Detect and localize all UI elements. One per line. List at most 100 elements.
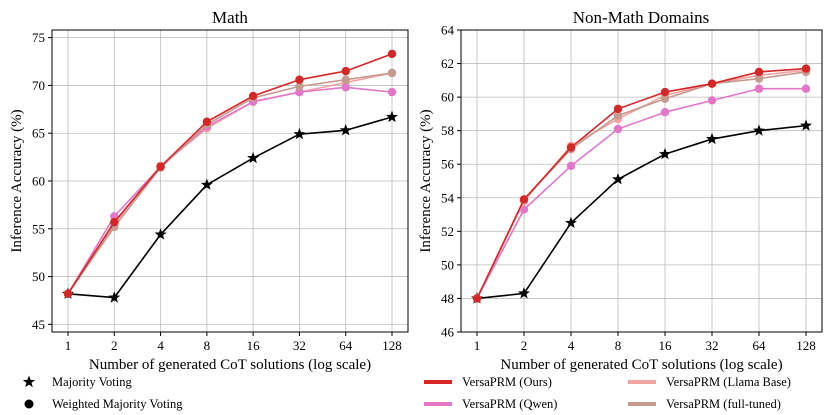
y-tick-label: 58 (441, 123, 454, 138)
series-line (67, 53, 393, 295)
y-tick-label: 64 (441, 23, 455, 38)
y-tick-label: 60 (32, 174, 45, 189)
data-point (566, 161, 576, 171)
x-tick-label: 4 (568, 338, 575, 353)
x-tick-label: 32 (293, 338, 306, 353)
series-line (67, 116, 393, 299)
series-line (67, 72, 393, 295)
plot-frame (460, 29, 823, 333)
data-point (519, 195, 529, 204)
x-tick-label: 128 (796, 338, 816, 353)
y-tick-label: 65 (32, 126, 45, 141)
x-tick-label: 1 (65, 338, 72, 353)
x-tick-label: 2 (521, 338, 528, 353)
data-point (63, 289, 73, 298)
x-tick-label: 32 (706, 338, 719, 353)
y-tick-label: 48 (441, 291, 454, 306)
data-point (660, 108, 670, 117)
x-tick-label: 16 (247, 338, 261, 353)
data-point-star (386, 110, 398, 123)
data-point-star (565, 216, 577, 229)
data-point-star (518, 287, 530, 299)
legend: Majority Voting Weighted Majority Voting… (22, 375, 791, 411)
series-versaprm-llama-base (472, 66, 811, 303)
data-point (248, 91, 258, 101)
data-point (613, 104, 623, 114)
data-point (387, 68, 397, 78)
series-line (476, 124, 807, 300)
data-point-star (339, 124, 352, 136)
data-point (295, 75, 304, 84)
y-tick-label: 70 (32, 78, 45, 93)
legend-star-icon (22, 375, 36, 388)
data-point (341, 66, 350, 76)
legend-label-weighted-majority-voting: Weighted Majority Voting (52, 397, 183, 411)
data-point (801, 64, 811, 73)
x-tick-label: 128 (382, 338, 402, 353)
y-tick-label: 50 (32, 269, 45, 284)
legend-label-versaprm-full-tuned: VersaPRM (full-tuned) (666, 397, 781, 411)
data-point (613, 111, 623, 120)
data-point (110, 217, 119, 227)
y-tick-label: 62 (441, 56, 454, 71)
legend-label-versaprm-ours: VersaPRM (Ours) (462, 375, 552, 389)
x-tick-label: 1 (474, 338, 481, 353)
x-axis-label: Number of generated CoT solutions (log s… (500, 357, 782, 373)
y-tick-label: 56 (441, 157, 455, 172)
legend-circle-icon (24, 399, 34, 409)
y-tick-label: 60 (441, 90, 454, 105)
data-point (295, 82, 304, 91)
y-tick-label: 46 (441, 325, 455, 340)
data-point-star (293, 127, 306, 140)
y-tick-label: 54 (441, 190, 455, 205)
y-axis-label: Inference Accuracy (%) (9, 109, 25, 252)
data-point (156, 162, 165, 171)
data-point (660, 87, 670, 97)
series-versaprm-full-tuned (472, 67, 811, 303)
y-tick-label: 75 (32, 30, 45, 45)
chart-panel-math: 45 50 55 60 65 70 75 1 2 4 8 16 32 64 128 Math Number of… (9, 8, 409, 373)
series-line (476, 67, 807, 299)
x-tick-label: 64 (753, 338, 767, 353)
series-majority-voting (62, 110, 398, 303)
data-point-star (108, 291, 121, 303)
series-line (476, 69, 807, 299)
series-line (67, 86, 393, 295)
data-point (660, 94, 670, 103)
series-versaprm-qwen (472, 84, 811, 303)
series-versaprm-full-tuned (63, 68, 397, 298)
x-tick-label: 2 (111, 338, 118, 353)
chart-title: Non-Math Domains (573, 8, 709, 27)
data-point (754, 84, 764, 93)
data-point-star (753, 124, 765, 136)
data-point (341, 83, 350, 92)
series-line (476, 87, 806, 299)
x-tick-label: 64 (339, 338, 353, 353)
y-tick-label: 45 (32, 317, 45, 332)
series-versaprm-llama-base (63, 68, 397, 298)
y-tick-label: 55 (32, 221, 45, 236)
data-point (387, 49, 397, 59)
data-point (387, 87, 397, 97)
y-tick-label: 50 (441, 257, 454, 272)
data-point (566, 143, 576, 152)
data-point (754, 67, 764, 77)
series-line (67, 72, 393, 295)
legend-label-versaprm-qwen: VersaPRM (Qwen) (462, 397, 557, 411)
x-axis-label: Number of generated CoT solutions (log s… (89, 357, 371, 373)
data-point (202, 117, 212, 126)
data-point (801, 84, 811, 93)
series-line (476, 71, 807, 299)
data-point (519, 205, 529, 214)
data-point-star (247, 151, 260, 164)
data-point (472, 294, 482, 303)
data-point-star (200, 178, 213, 190)
y-tick-label: 52 (441, 224, 454, 239)
legend-label-majority-voting: Majority Voting (52, 375, 133, 389)
data-point-star (706, 132, 718, 145)
x-tick-label: 16 (659, 338, 673, 353)
data-point (754, 74, 764, 83)
legend-label-versaprm-llama-base: VersaPRM (Llama Base) (666, 375, 791, 389)
data-point-star (154, 228, 167, 240)
